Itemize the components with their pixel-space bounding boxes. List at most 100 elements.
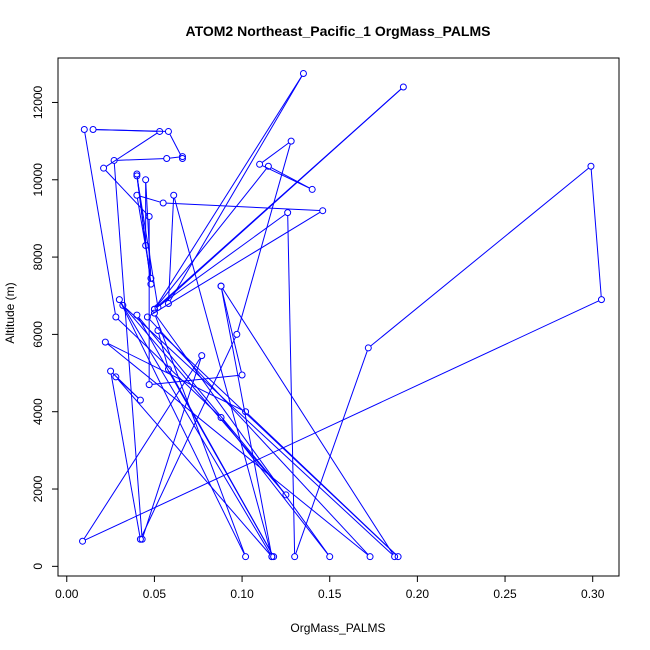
series-line-segment [84, 132, 116, 314]
data-point [164, 365, 172, 373]
series-line-segment [120, 302, 271, 555]
series-line-segment [105, 170, 148, 215]
y-tick-label: 4000 [31, 398, 45, 425]
data-point [143, 313, 151, 321]
series-line-segment [168, 198, 175, 301]
data-point [100, 164, 108, 172]
series-line-segment [85, 300, 599, 541]
data-point [587, 162, 595, 170]
data-point [142, 241, 150, 249]
data-point [79, 537, 87, 545]
data-point [164, 127, 172, 135]
series-line-segment [174, 198, 272, 554]
data-point [299, 69, 307, 77]
data-point [136, 396, 144, 404]
data-point [399, 83, 407, 91]
series-line-segment [159, 332, 397, 555]
series-line-segment [155, 315, 329, 555]
data-point [145, 381, 153, 389]
data-point [150, 309, 158, 317]
data-point [89, 126, 97, 134]
chart-title: ATOM2 Northeast_Pacific_1 OrgMass_PALMS [186, 23, 491, 39]
data-point [178, 153, 186, 161]
y-tick-label: 8000 [31, 243, 45, 270]
series-line-segment [149, 319, 369, 555]
series-line-segment [117, 158, 164, 161]
series-line-segment [590, 169, 602, 297]
data-point [364, 344, 372, 352]
data-point [159, 199, 167, 207]
series-line-segment [149, 211, 321, 316]
data-point [119, 301, 127, 309]
series-line-segment [105, 132, 158, 167]
x-tick-label: 0.20 [406, 587, 430, 601]
x-tick-label: 0.10 [230, 587, 254, 601]
data-point [319, 207, 327, 215]
series-line-segment [117, 318, 220, 416]
y-axis: 0 2000 4000 6000 8000 10000 12000 [31, 85, 58, 570]
x-axis: 0.00 0.05 0.10 0.15 0.20 0.25 0.30 [55, 576, 605, 601]
data-point [107, 367, 115, 375]
data-point [101, 338, 109, 346]
data-point [154, 327, 162, 335]
series-line-segment [124, 307, 393, 555]
data-point [394, 553, 402, 561]
data-point [145, 212, 153, 220]
data-point [138, 535, 146, 543]
data-point [242, 553, 250, 561]
series-line-segment [152, 374, 239, 385]
data-point [80, 126, 88, 134]
x-tick-label: 0.05 [143, 587, 167, 601]
y-tick-label: 12000 [31, 85, 45, 119]
series-line-segment [237, 144, 291, 332]
data-point [133, 170, 141, 178]
data-point [178, 155, 186, 163]
data-point [291, 553, 299, 561]
data-point [170, 191, 178, 199]
y-axis-label: Altitude (m) [3, 282, 17, 343]
data-point [287, 137, 295, 145]
y-tick-label: 2000 [31, 475, 45, 502]
series-line-segment [221, 289, 272, 554]
series-line-segment [138, 317, 285, 493]
data-point [242, 408, 250, 416]
series-line-segment [261, 142, 289, 163]
series-line-segment [141, 337, 236, 537]
series-line-segment [166, 202, 320, 212]
data-point [110, 156, 118, 164]
y-tick-label: 6000 [31, 321, 45, 348]
x-tick-label: 0.25 [493, 587, 517, 601]
data-point [115, 296, 123, 304]
data-point [391, 553, 399, 561]
series-line-segment [136, 198, 151, 276]
data-point [112, 373, 120, 381]
series-line-segment [158, 333, 169, 367]
data-point [198, 352, 206, 360]
series-line-segment [117, 379, 271, 555]
data-point [112, 313, 120, 321]
x-tick-label: 0.15 [318, 587, 342, 601]
data-point [217, 282, 225, 290]
series-line-segment [169, 156, 180, 159]
series-line-segment [287, 215, 296, 554]
plot-frame [57, 57, 620, 577]
data-point [326, 553, 334, 561]
series-line-segment [270, 167, 310, 189]
y-tick-label: 10000 [31, 163, 45, 197]
series-line-segment [295, 350, 368, 554]
series-line-segment [142, 358, 202, 537]
data-point [268, 553, 276, 561]
series-line-segment [112, 372, 139, 399]
series-point-group [79, 69, 605, 561]
series-line-segment [139, 195, 161, 203]
data-point [264, 162, 272, 170]
data-point [366, 553, 374, 561]
series-line-segment [83, 358, 201, 539]
data-point [164, 299, 172, 307]
data-point [233, 330, 241, 338]
data-point [154, 303, 162, 311]
x-tick-label: 0.30 [581, 587, 605, 601]
data-point [150, 305, 158, 313]
data-point [163, 155, 171, 163]
